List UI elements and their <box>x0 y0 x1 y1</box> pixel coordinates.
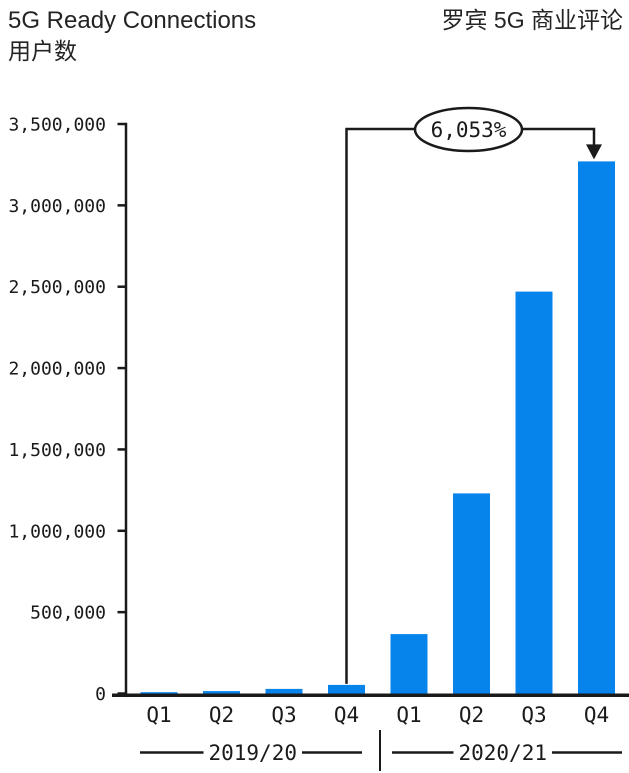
y-tick-label: 1,500,000 <box>8 440 106 461</box>
y-tick <box>117 529 126 533</box>
chart-title: 5G Ready Connections <box>8 7 257 34</box>
chart-header: 5G Ready Connections 用户数 罗宾 5G 商业评论 <box>8 5 623 66</box>
y-tick-label: 500,000 <box>30 603 106 624</box>
y-tick <box>117 122 126 126</box>
x-tick-label: Q1 <box>396 703 421 727</box>
x-tick-label: Q2 <box>459 703 484 727</box>
y-axis <box>124 122 128 698</box>
x-tick-label: Q3 <box>271 703 296 727</box>
y-tick-label: 0 <box>95 684 106 705</box>
x-tick-label: Q4 <box>584 703 609 727</box>
y-tick-label: 3,000,000 <box>8 196 106 217</box>
group-line <box>551 751 622 754</box>
group-line <box>140 751 204 754</box>
growth-callout-line <box>345 127 596 684</box>
bar-2019/20-Q4 <box>328 684 365 694</box>
x-tick-label: Q3 <box>521 703 546 727</box>
x-tick-label: Q4 <box>334 703 359 727</box>
y-tick <box>117 204 126 207</box>
x-axis <box>112 693 629 697</box>
arrow-down-icon <box>586 144 602 160</box>
y-tick-label: 2,000,000 <box>8 359 106 380</box>
y-tick <box>117 285 126 288</box>
group-line <box>392 751 454 754</box>
group-label: 2019/20 <box>208 741 297 765</box>
bar-2019/20-Q1 <box>140 692 178 694</box>
y-tick <box>117 610 126 614</box>
growth-callout-label: 6,053% <box>431 118 507 142</box>
y-tick <box>117 448 126 451</box>
growth-callout-ellipse <box>413 106 524 153</box>
y-tick-label: 1,000,000 <box>8 521 106 542</box>
x-tick-label: Q2 <box>209 703 234 727</box>
y-tick-label: 3,500,000 <box>8 115 106 136</box>
x-tick-label: Q1 <box>146 703 171 727</box>
title-block: 5G Ready Connections 用户数 <box>8 5 256 66</box>
bar-2019/20-Q2 <box>203 691 240 694</box>
bar-2020/21-Q4 <box>578 161 615 694</box>
source-label: 罗宾 5G 商业评论 <box>441 7 623 33</box>
bar-2019/20-Q3 <box>265 688 303 694</box>
y-tick <box>117 366 126 370</box>
y-tick <box>117 692 126 695</box>
bar-2020/21-Q3 <box>515 291 553 694</box>
y-tick-label: 2,500,000 <box>8 277 106 298</box>
group-divider <box>379 730 381 771</box>
chart-subtitle: 用户数 <box>8 38 77 64</box>
bar-2020/21-Q1 <box>390 634 428 694</box>
group-line <box>301 751 362 754</box>
group-label: 2020/21 <box>458 741 547 765</box>
bar-2020/21-Q2 <box>453 493 490 694</box>
